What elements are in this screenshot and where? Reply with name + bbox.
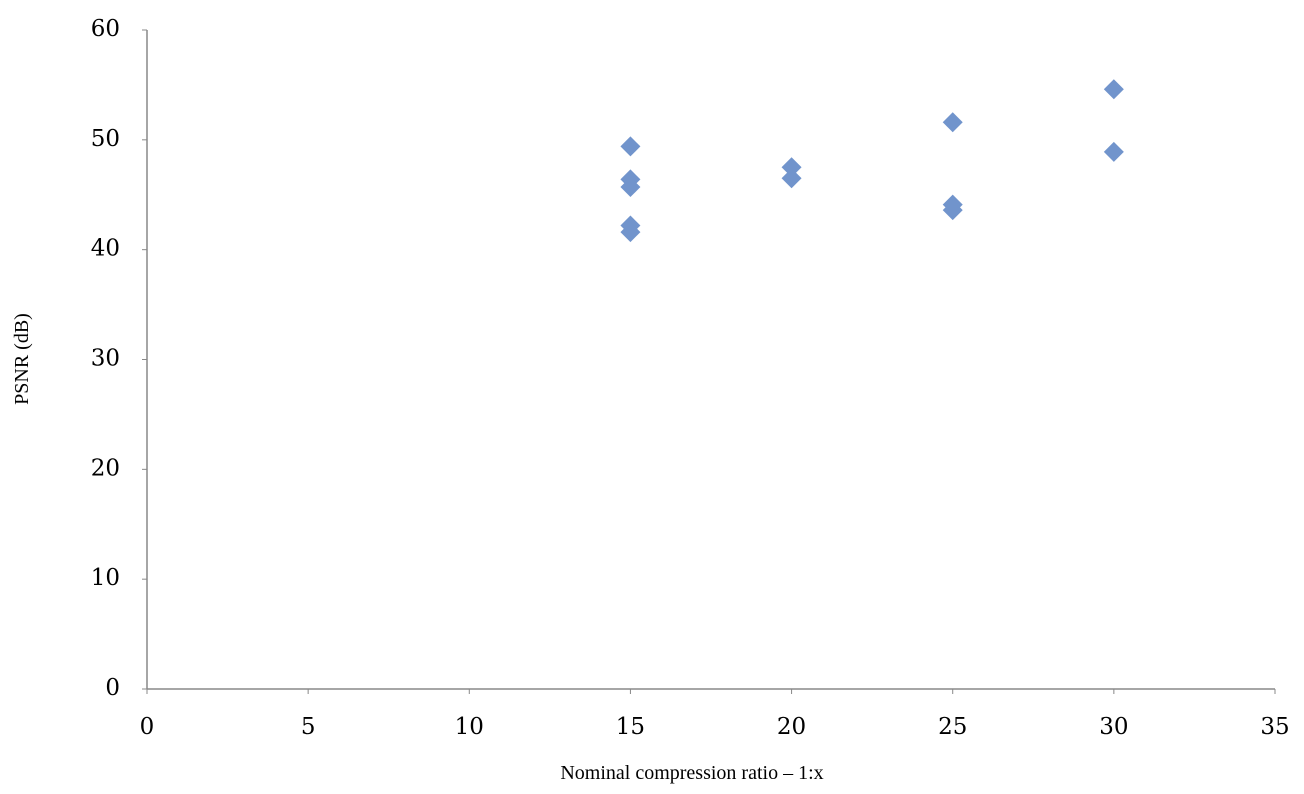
- x-tick-label: 0: [140, 714, 155, 740]
- marker: [620, 177, 641, 198]
- marker: [942, 112, 963, 133]
- y-axis-label: PSNR (dB): [11, 313, 33, 405]
- marker: [781, 157, 802, 178]
- y-tick-label: 60: [91, 16, 120, 42]
- x-tick-label: 25: [938, 714, 967, 740]
- x-tick-label: 20: [777, 714, 806, 740]
- marker: [620, 136, 641, 157]
- x-tick-label: 15: [616, 714, 645, 740]
- y-tick-label: 40: [91, 236, 120, 262]
- marker: [942, 200, 963, 221]
- marker: [1103, 141, 1124, 162]
- x-tick-label: 30: [1099, 714, 1128, 740]
- marker: [1103, 79, 1124, 100]
- y-tick-label: 50: [91, 126, 120, 152]
- x-tick-label: 5: [301, 714, 316, 740]
- marker: [781, 168, 802, 189]
- y-tick-label: 20: [91, 455, 120, 481]
- marker: [620, 222, 641, 243]
- y-tick-label: 10: [91, 565, 120, 591]
- x-tick-label: 10: [455, 714, 484, 740]
- x-axis-label: Nominal compression ratio – 1:x: [560, 762, 823, 784]
- y-tick-label: 0: [105, 675, 120, 701]
- y-tick-label: 30: [91, 346, 120, 372]
- x-tick-label: 35: [1260, 714, 1289, 740]
